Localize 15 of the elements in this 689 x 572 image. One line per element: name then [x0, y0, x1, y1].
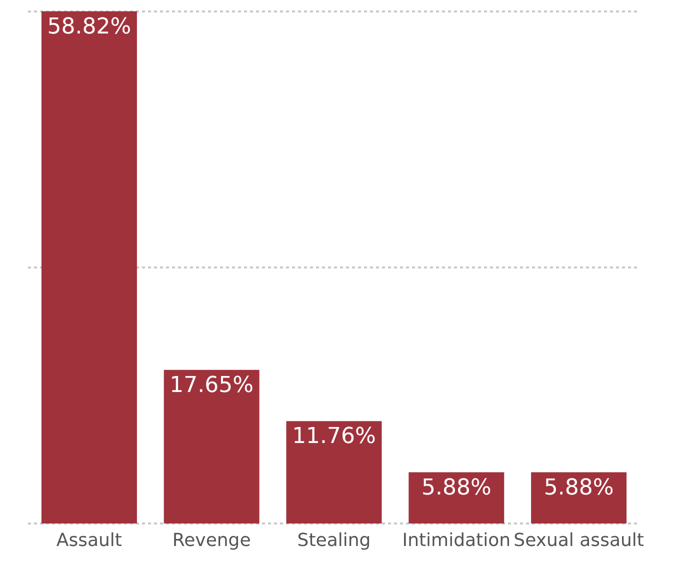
- data-label: 5.88%: [421, 475, 492, 500]
- bar: [164, 370, 260, 524]
- x-tick-label: Assault: [56, 530, 122, 551]
- data-label: 17.65%: [170, 372, 254, 398]
- data-label: 58.82%: [47, 14, 132, 40]
- x-tick-label: Sexual assault: [514, 530, 644, 551]
- x-tick-label: Stealing: [297, 530, 371, 551]
- data-label: 11.76%: [292, 424, 376, 450]
- data-label: 5.88%: [544, 475, 614, 500]
- bar: [408, 472, 504, 524]
- x-tick-label: Revenge: [172, 530, 251, 551]
- bar: [41, 11, 137, 524]
- bar: [531, 472, 627, 524]
- x-tick-label: Intimidation: [402, 530, 511, 551]
- bar: [286, 421, 382, 524]
